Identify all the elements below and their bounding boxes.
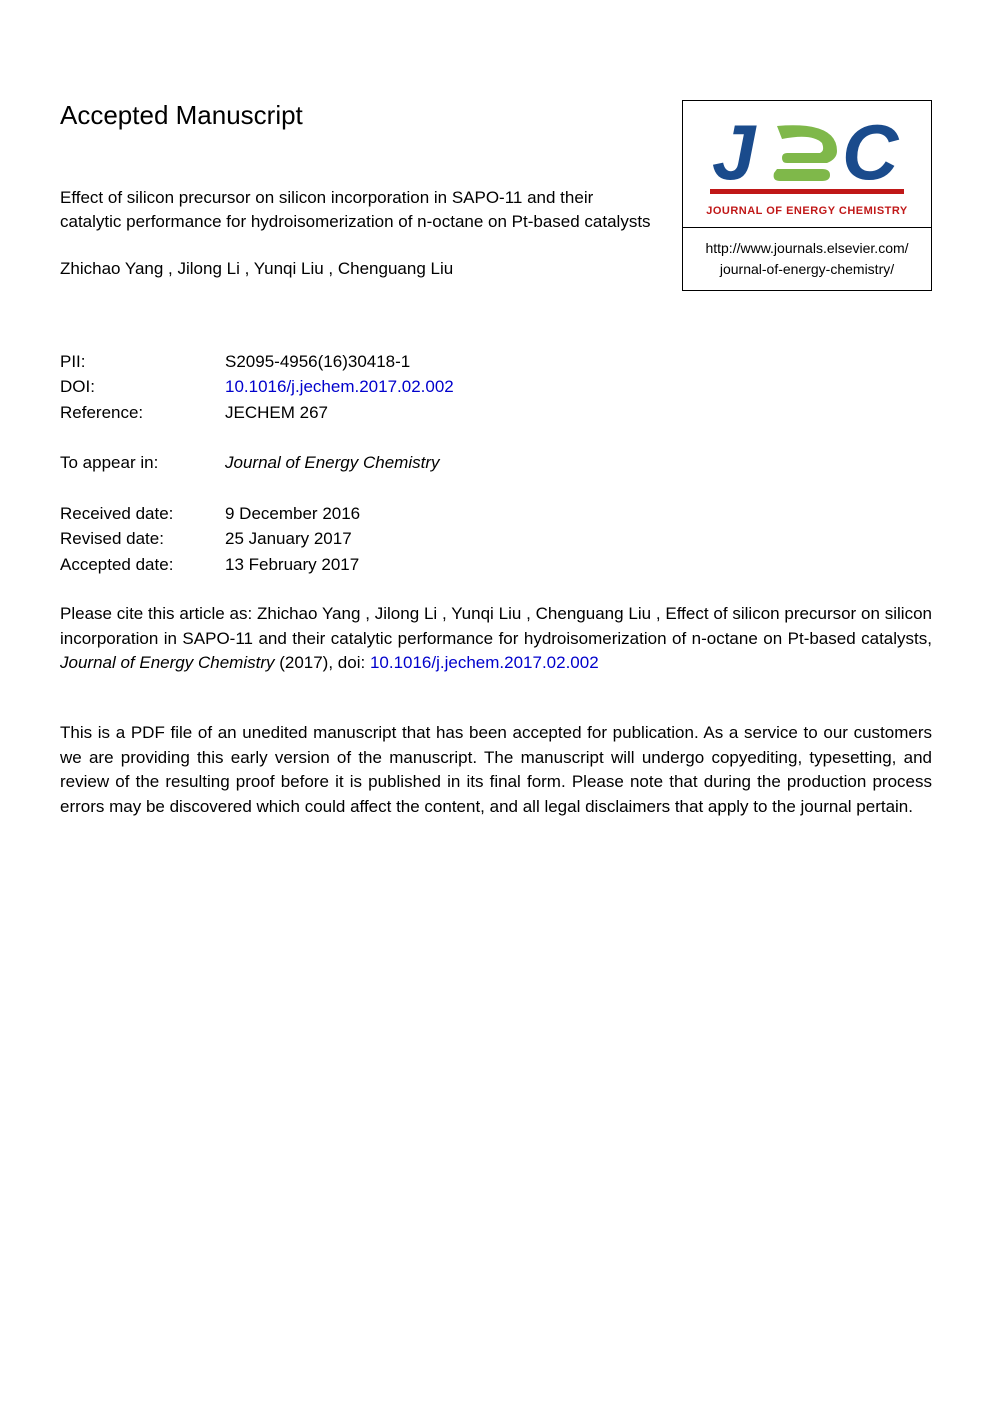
journal-url: http://www.journals.elsevier.com/ journa… (683, 228, 931, 290)
reference-value: JECHEM 267 (225, 400, 932, 426)
revised-date-value: 25 January 2017 (225, 526, 932, 552)
citation-journal: Journal of Energy Chemistry (60, 653, 274, 672)
reference-label: Reference: (60, 400, 225, 426)
journal-logo-area: J C JOURNAL OF ENERGY CHEMISTRY (683, 101, 931, 228)
accepted-date-value: 13 February 2017 (225, 552, 932, 578)
jec-logo-icon: J C (702, 111, 912, 201)
citation-year: (2017), doi: (274, 653, 369, 672)
accepted-date-label: Accepted date: (60, 552, 225, 578)
authors-list: Zhichao Yang , Jilong Li , Yunqi Liu , C… (60, 259, 652, 279)
to-appear-label: To appear in: (60, 450, 225, 476)
disclaimer-text: This is a PDF file of an unedited manusc… (60, 721, 932, 820)
citation-block: Please cite this article as: Zhichao Yan… (60, 602, 932, 676)
to-appear-value: Journal of Energy Chemistry (225, 450, 932, 476)
citation-prefix: Please cite this article as: Zhichao Yan… (60, 604, 932, 648)
doi-label: DOI: (60, 374, 225, 400)
accepted-manuscript-heading: Accepted Manuscript (60, 100, 652, 131)
journal-url-line1: http://www.journals.elsevier.com/ (705, 240, 908, 256)
pii-value: S2095-4956(16)30418-1 (225, 349, 932, 375)
article-dates: Received date: 9 December 2016 Revised d… (60, 501, 932, 578)
citation-doi-link[interactable]: 10.1016/j.jechem.2017.02.002 (370, 653, 599, 672)
journal-logo-subtitle: JOURNAL OF ENERGY CHEMISTRY (693, 205, 921, 217)
article-metadata: PII: S2095-4956(16)30418-1 DOI: 10.1016/… (60, 349, 932, 426)
article-title: Effect of silicon precursor on silicon i… (60, 186, 652, 234)
received-date-label: Received date: (60, 501, 225, 527)
svg-text:J: J (712, 111, 757, 196)
received-date-value: 9 December 2016 (225, 501, 932, 527)
publication-venue: To appear in: Journal of Energy Chemistr… (60, 450, 932, 476)
journal-url-line2: journal-of-energy-chemistry/ (720, 261, 894, 277)
pii-label: PII: (60, 349, 225, 375)
journal-cover-box: J C JOURNAL OF ENERGY CHEMISTRY http://w… (682, 100, 932, 291)
svg-text:C: C (842, 111, 900, 196)
doi-link[interactable]: 10.1016/j.jechem.2017.02.002 (225, 374, 932, 400)
revised-date-label: Revised date: (60, 526, 225, 552)
